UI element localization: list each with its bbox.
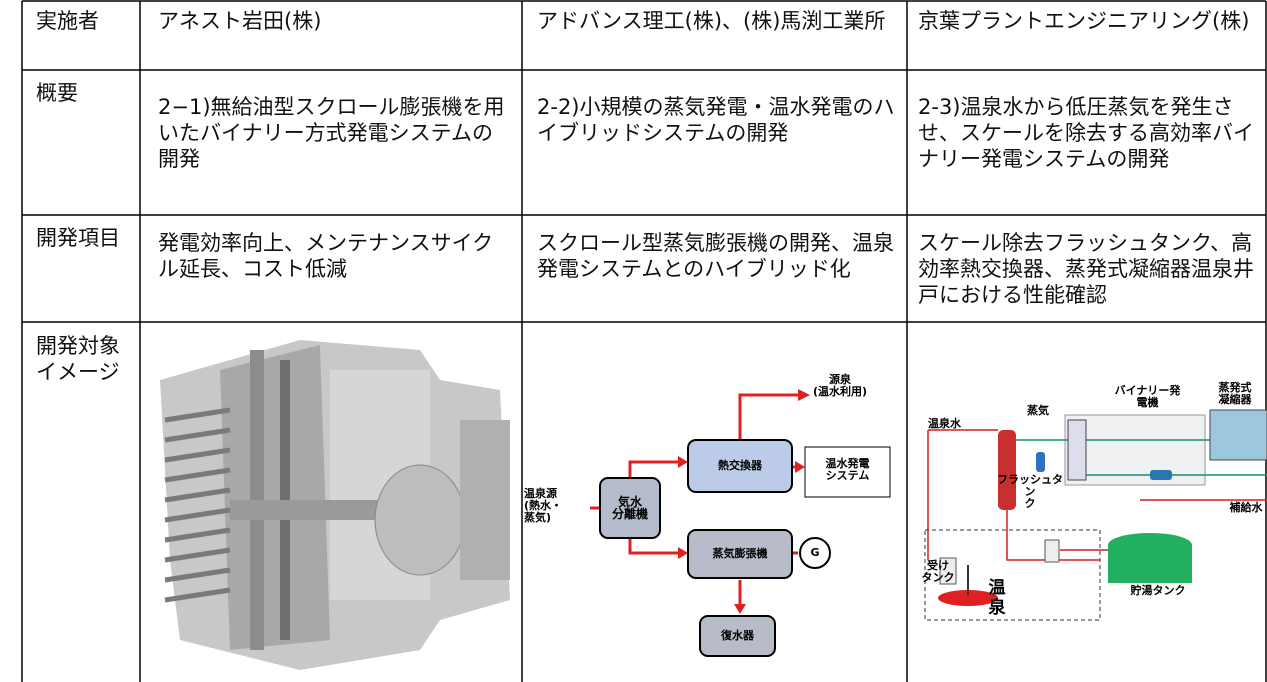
diagram-label: 温泉水 [928, 417, 961, 430]
table-cell: 2-3)温泉水から低圧蒸気を発生させ、スケールを除去する高効率バイナリー発電シス… [918, 95, 1254, 171]
diagram-label: 補給水 [1229, 501, 1263, 514]
diagram-label: 蒸発式 凝縮器 [1218, 381, 1252, 406]
table-grid [21, 0, 1267, 682]
header-cell: アネスト岩田(株) [158, 9, 322, 33]
plant-diagram [924, 409, 1267, 621]
table-cell: スケール除去フラッシュタンク、高効率熱交換器、蒸発式凝縮器温泉井戸における性能確… [918, 231, 1254, 307]
flow-diagram [590, 389, 891, 657]
header-cell: 実施者 [36, 9, 99, 33]
table-cell: 2−1)無給油型スクロール膨張機を用いたバイナリー方式発電システムの開発 [158, 95, 505, 171]
diagram-label: 温 泉 [988, 578, 1006, 618]
diagram-label: 蒸気膨張機 [712, 547, 768, 560]
diagram-label: G [810, 546, 820, 559]
diagram-label: 温泉源 (熱水・ 蒸気) [524, 487, 563, 524]
diagram-label: フラッシュタン ク [997, 473, 1063, 510]
table-cell: スクロール型蒸気膨張機の開発、温泉発電システムとのハイブリッド化 [537, 231, 894, 281]
diagram-label: 気水 分離機 [611, 495, 648, 521]
diagram-label: 熱交換器 [718, 459, 762, 472]
row-label: 開発対象イメージ [36, 334, 120, 384]
diagram-label: 源泉 (温水利用) [812, 373, 868, 398]
machine-image [150, 340, 515, 670]
table-cell: 発電効率向上、メンテナンスサイクル延長、コスト低減 [158, 231, 494, 281]
diagram-label: 蒸気 [1027, 404, 1049, 417]
table-cell: 2-2)小規模の蒸気発電・温水発電のハイブリッドシステムの開発 [537, 95, 895, 145]
row-label: 概要 [36, 81, 78, 105]
diagram-label: 温水発電 システム [825, 457, 870, 482]
diagram-label: バイナリー発 電機 [1114, 384, 1181, 409]
diagram-label: 貯湯タンク [1130, 584, 1186, 597]
row-label: 開発項目 [36, 226, 120, 250]
diagram-label: 受け タンク [921, 559, 955, 584]
header-cell: アドバンス理工(株)、(株)馬渕工業所 [537, 9, 886, 33]
diagram-label: 復水器 [721, 629, 754, 642]
header-cell: 京葉プラントエンジニアリング(株) [918, 9, 1250, 33]
